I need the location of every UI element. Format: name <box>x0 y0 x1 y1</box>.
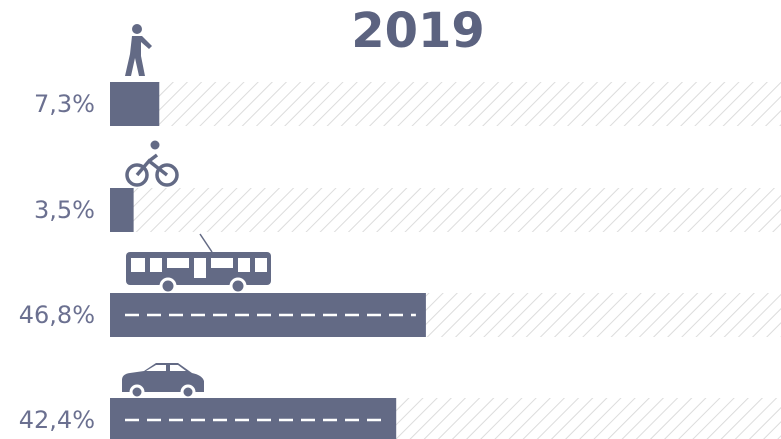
bar <box>110 82 160 126</box>
value-label: 7,3% <box>34 90 95 118</box>
bar <box>110 188 134 232</box>
bike-icon <box>125 140 179 187</box>
bar-track <box>110 188 781 232</box>
chart-title: 2019 <box>351 3 485 59</box>
value-label: 46,8% <box>19 301 95 329</box>
bar-track <box>110 82 781 126</box>
walk-icon <box>125 24 152 76</box>
bar <box>110 398 397 439</box>
value-label: 42,4% <box>19 406 95 434</box>
car-icon <box>122 363 204 400</box>
bus-icon <box>126 233 271 295</box>
value-label: 3,5% <box>34 196 95 224</box>
